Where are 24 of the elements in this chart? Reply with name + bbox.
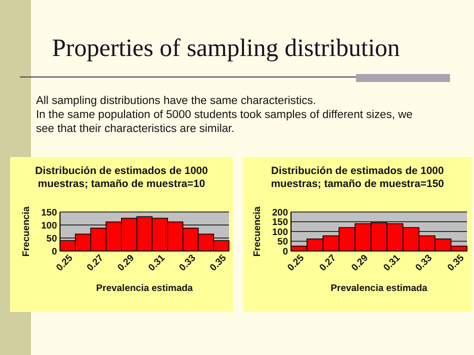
y-tick-label: 100 [272,226,288,238]
y-tick-label: 100 [41,220,57,232]
x-axis-title: Prevalencia estimada [330,283,428,294]
y-tick-label: 0 [52,246,57,258]
text: All sampling distributions have the same characteristics. [36,95,316,107]
text: In the same population of 5000 students took samples of different sizes, we see that their characteristics are similar. [36,109,413,135]
x-tick-label: 0.33 [177,252,198,274]
y-tick-label: 50 [277,236,288,248]
y-tick-label: 0 [282,246,288,258]
y-tick-label: 50 [46,233,57,244]
text: Properties of sampling distribution [52,35,400,62]
y-tick-label: 150 [41,207,57,218]
chart-title: Distribución de estimados de 1000 muestras; tamaño de muestra=150 [270,165,444,190]
x-tick-label: 0.31 [382,252,403,274]
y-axis-title: Frecuencia [21,206,32,257]
x-tick-label: 0.33 [414,252,434,274]
x-axis-title: Prevalencia estimada [96,283,194,294]
x-tick-label: 0.31 [146,252,168,274]
chart-title: Distribución de estimados de 1000 muestras; tamaño de muestra=10 [35,165,208,190]
x-tick-label: 0.29 [350,252,370,274]
y-tick-label: 150 [272,217,288,228]
y-axis-title: Frecuencia [252,206,263,257]
y-tick-label: 200 [272,207,288,218]
x-tick-label: 0.29 [116,252,137,274]
